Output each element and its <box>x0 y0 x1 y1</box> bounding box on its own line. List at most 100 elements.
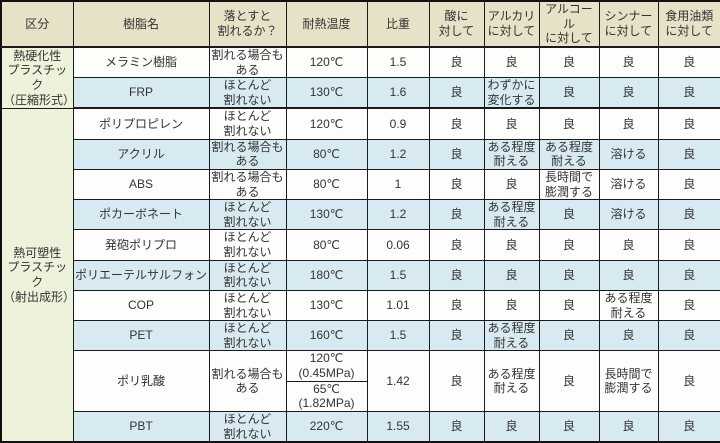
oil: 良 <box>657 138 720 170</box>
oil: 良 <box>657 46 720 79</box>
heat-temp: 80℃ <box>285 229 368 261</box>
acid: 良 <box>428 107 485 140</box>
table-header: 区分 樹脂名 落とすと 割れるか？ 耐熱温度 比重 酸に 対して アルカリ に対… <box>0 0 720 48</box>
heat-temp: 180℃ <box>285 259 368 291</box>
alcohol: 良 <box>538 199 600 231</box>
thinner: 溶ける <box>598 138 659 170</box>
gravity: 0.06 <box>366 229 430 261</box>
resin-name: アクリル <box>72 138 210 170</box>
oil: 良 <box>657 77 720 110</box>
alcohol: 良 <box>538 350 600 412</box>
heat-temp-lower: 65℃ (1.82MPa) <box>285 380 368 412</box>
gravity: 1.5 <box>366 320 430 352</box>
oil: 良 <box>657 199 720 231</box>
oil: 良 <box>657 229 720 261</box>
acid: 良 <box>428 410 485 443</box>
col-header-gravity: 比重 <box>366 0 430 48</box>
gravity: 0.9 <box>366 107 430 140</box>
col-header-oil: 食用油類 に対して <box>657 0 720 48</box>
acid: 良 <box>428 320 485 352</box>
gravity: 1.55 <box>366 410 430 443</box>
thinner: 溶ける <box>598 168 659 201</box>
drop-break: 割れる場合も ある <box>208 168 287 201</box>
drop-break: ほとんど 割れない <box>208 107 287 140</box>
alkali: ある程度 耐える <box>483 350 540 412</box>
resin-name: PBT <box>72 410 210 443</box>
heat-temp: 130℃ <box>285 77 368 110</box>
resin-name: 発砲ポリプロ <box>72 229 210 261</box>
alcohol: 良 <box>538 320 600 352</box>
thinner: 良 <box>598 259 659 291</box>
alkali: わずかに 変化する <box>483 77 540 110</box>
alkali: 良 <box>483 259 540 291</box>
oil: 良 <box>657 259 720 291</box>
gravity: 1.2 <box>366 199 430 231</box>
heat-temp: 80℃ <box>285 168 368 201</box>
drop-break: ほとんど 割れない <box>208 77 287 110</box>
thinner: 良 <box>598 77 659 110</box>
alcohol: 良 <box>538 107 600 140</box>
alcohol: ある程度 耐える <box>538 138 600 170</box>
drop-break: ほとんど 割れない <box>208 320 287 352</box>
thinner: 長時間で 膨潤する <box>598 350 659 412</box>
col-header-alkali: アルカリ に対して <box>483 0 540 48</box>
table-row: アクリル 割れる場合も ある 80℃ 1.2 良 ある程度 耐える ある程度 耐… <box>1 138 720 170</box>
resin-name: PET <box>72 320 210 352</box>
heat-temp-upper: 120℃ (0.45MPa) <box>285 350 368 382</box>
table-row: ポカーボネート ほとんど 割れない 130℃ 1.2 良 ある程度 耐える 良 … <box>1 199 720 231</box>
resin-name: メラミン樹脂 <box>72 46 210 79</box>
alcohol: 良 <box>538 46 600 79</box>
acid: 良 <box>428 77 485 110</box>
resin-name: COP <box>72 289 210 322</box>
alkali: ある程度 耐える <box>483 199 540 231</box>
oil: 良 <box>657 168 720 201</box>
alkali: ある程度 耐える <box>483 320 540 352</box>
thinner: 良 <box>598 229 659 261</box>
table-row: ポリ乳酸 割れる場合も ある 120℃ (0.45MPa) 1.42 良 ある程… <box>1 350 720 412</box>
table-row: ABS 割れる場合も ある 80℃ 1 良 良 長時間で 膨潤する 溶ける 良 <box>1 168 720 201</box>
heat-temp: 120℃ <box>285 107 368 140</box>
thinner: 良 <box>598 410 659 443</box>
table-row: COP ほとんど 割れない 130℃ 1.01 良 良 良 ある程度 耐える 良 <box>1 289 720 322</box>
table-row: ポリエーテルサルフォン ほとんど 割れない 180℃ 1.5 良 良 良 良 良 <box>1 259 720 291</box>
col-header-category: 区分 <box>0 0 74 48</box>
oil: 良 <box>657 410 720 443</box>
drop-break: ほとんど 割れない <box>208 199 287 231</box>
alkali: 良 <box>483 410 540 443</box>
gravity: 1.42 <box>366 350 430 412</box>
heat-temp: 80℃ <box>285 138 368 170</box>
category-thermoset: 熱硬化性 プラスチック （圧縮形式） <box>0 46 74 109</box>
gravity: 1.5 <box>366 46 430 79</box>
oil: 良 <box>657 289 720 322</box>
thinner: 良 <box>598 320 659 352</box>
alcohol: 良 <box>538 229 600 261</box>
oil: 良 <box>657 350 720 412</box>
gravity: 1 <box>366 168 430 201</box>
drop-break: ほとんど 割れない <box>208 229 287 261</box>
drop-break: ほとんど 割れない <box>208 259 287 291</box>
col-header-thinner: シンナー に対して <box>598 0 659 48</box>
drop-break: ほとんど 割れない <box>208 289 287 322</box>
gravity: 1.01 <box>366 289 430 322</box>
table-row: 発砲ポリプロ ほとんど 割れない 80℃ 0.06 良 良 良 良 良 <box>1 229 720 261</box>
acid: 良 <box>428 229 485 261</box>
drop-break: 割れる場合も ある <box>208 46 287 79</box>
alcohol: 良 <box>538 259 600 291</box>
acid: 良 <box>428 350 485 412</box>
oil: 良 <box>657 320 720 352</box>
alcohol: 良 <box>538 410 600 443</box>
alcohol: 良 <box>538 289 600 322</box>
table-row: 熱硬化性 プラスチック （圧縮形式） メラミン樹脂 割れる場合も ある 120℃… <box>0 46 720 109</box>
alkali: 良 <box>483 229 540 261</box>
heat-temp: 160℃ <box>285 320 368 352</box>
alcohol: 良 <box>538 77 600 110</box>
thinner: 溶ける <box>598 199 659 231</box>
thinner: ある程度 耐える <box>598 289 659 322</box>
table-row: PBT ほとんど 割れない 220℃ 1.55 良 良 良 良 良 <box>1 410 720 443</box>
gravity: 1.2 <box>366 138 430 170</box>
header-row: 区分 樹脂名 落とすと 割れるか？ 耐熱温度 比重 酸に 対して アルカリ に対… <box>0 0 720 48</box>
oil: 良 <box>657 107 720 140</box>
thinner: 良 <box>598 46 659 79</box>
col-header-resin: 樹脂名 <box>72 0 210 48</box>
